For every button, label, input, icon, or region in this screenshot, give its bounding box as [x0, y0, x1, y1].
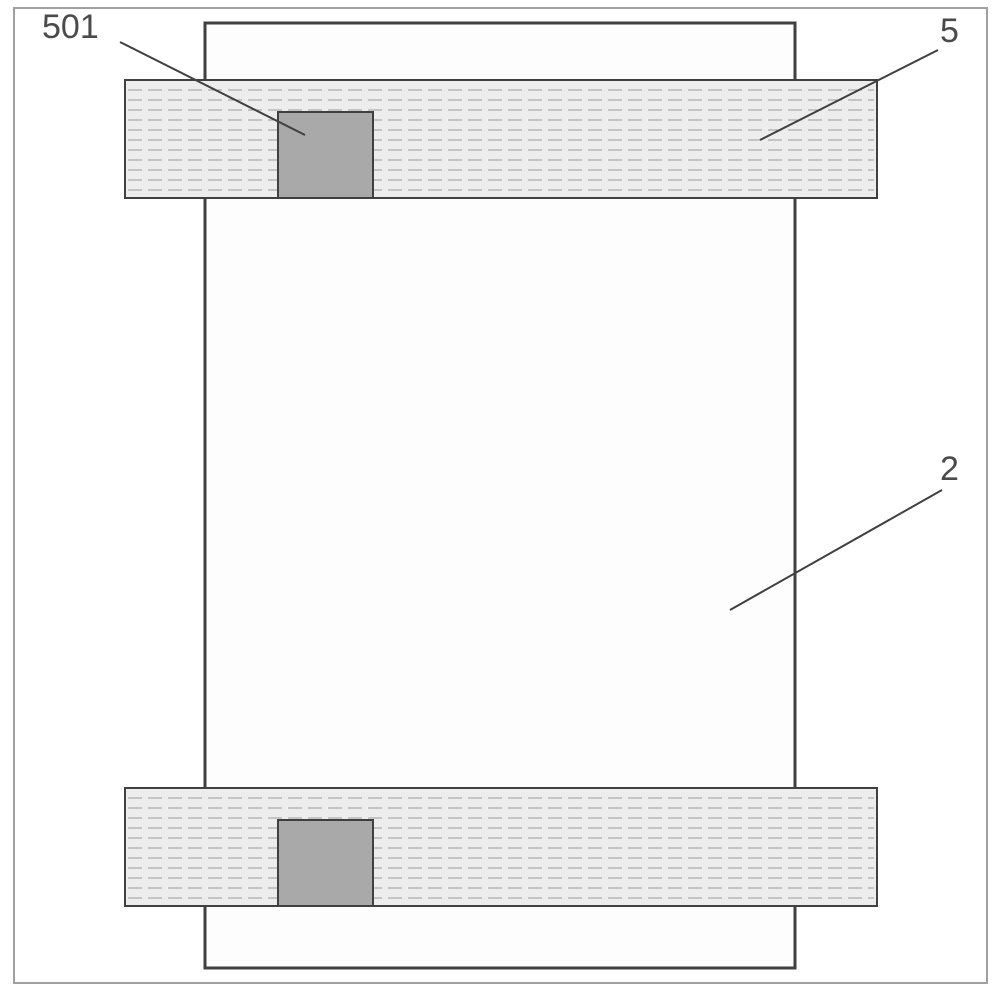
callout-label-1: 5 — [940, 12, 959, 50]
band-1 — [125, 788, 877, 906]
callout-label-2: 2 — [940, 450, 959, 488]
callout-label-0: 501 — [42, 8, 99, 46]
band-0 — [125, 80, 877, 198]
tab-1 — [278, 820, 373, 906]
diagram-canvas: 501 5 2 — [0, 0, 1000, 989]
tab-0 — [278, 112, 373, 198]
